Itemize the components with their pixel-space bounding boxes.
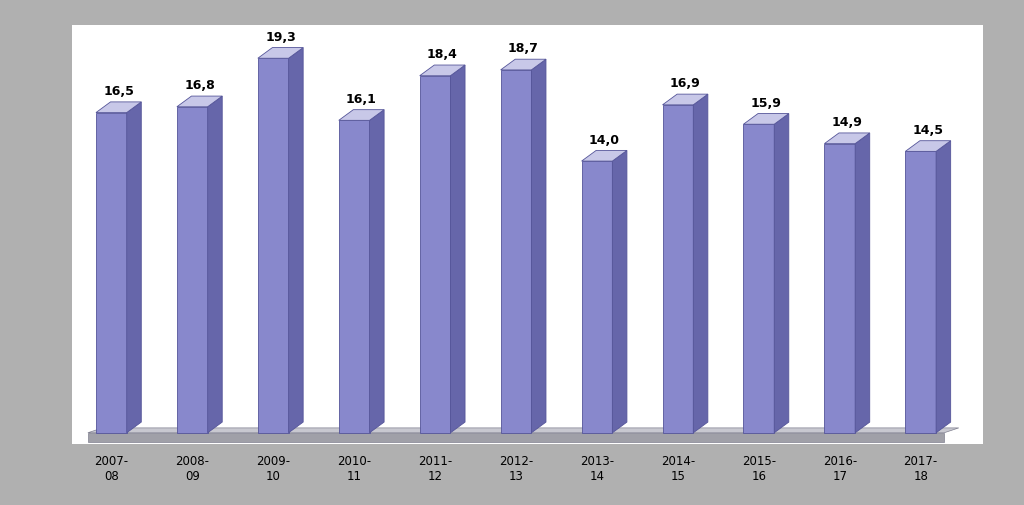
Text: 14,0: 14,0 — [589, 133, 620, 146]
Polygon shape — [96, 113, 127, 433]
Polygon shape — [855, 133, 869, 433]
Polygon shape — [582, 161, 612, 433]
Polygon shape — [612, 150, 627, 433]
Text: 18,7: 18,7 — [508, 42, 539, 56]
Polygon shape — [208, 96, 222, 433]
Polygon shape — [88, 433, 944, 442]
Text: 16,5: 16,5 — [103, 85, 134, 98]
Polygon shape — [177, 96, 222, 107]
Polygon shape — [936, 141, 950, 433]
Polygon shape — [582, 150, 627, 161]
Polygon shape — [451, 65, 465, 433]
Polygon shape — [824, 133, 869, 143]
Polygon shape — [774, 114, 788, 433]
Polygon shape — [289, 47, 303, 433]
Text: 16,1: 16,1 — [346, 93, 377, 106]
Polygon shape — [339, 120, 370, 433]
Polygon shape — [824, 143, 855, 433]
Polygon shape — [663, 105, 693, 433]
Polygon shape — [127, 102, 141, 433]
Polygon shape — [177, 107, 208, 433]
Polygon shape — [258, 58, 289, 433]
Polygon shape — [501, 59, 546, 70]
Polygon shape — [339, 110, 384, 120]
Polygon shape — [905, 141, 950, 152]
Polygon shape — [531, 59, 546, 433]
Polygon shape — [88, 428, 958, 433]
Text: 16,8: 16,8 — [184, 79, 215, 92]
Polygon shape — [96, 102, 141, 113]
Polygon shape — [258, 47, 303, 58]
Polygon shape — [370, 110, 384, 433]
Polygon shape — [420, 76, 451, 433]
Polygon shape — [501, 70, 531, 433]
Text: 18,4: 18,4 — [427, 48, 458, 61]
Polygon shape — [693, 94, 708, 433]
Text: 16,9: 16,9 — [670, 77, 700, 90]
Text: 15,9: 15,9 — [751, 96, 781, 110]
Polygon shape — [905, 152, 936, 433]
Polygon shape — [420, 65, 465, 76]
Polygon shape — [743, 114, 788, 124]
Text: 14,5: 14,5 — [912, 124, 943, 137]
Polygon shape — [663, 94, 708, 105]
Text: 14,9: 14,9 — [831, 116, 862, 129]
Polygon shape — [743, 124, 774, 433]
Text: 19,3: 19,3 — [265, 31, 296, 44]
